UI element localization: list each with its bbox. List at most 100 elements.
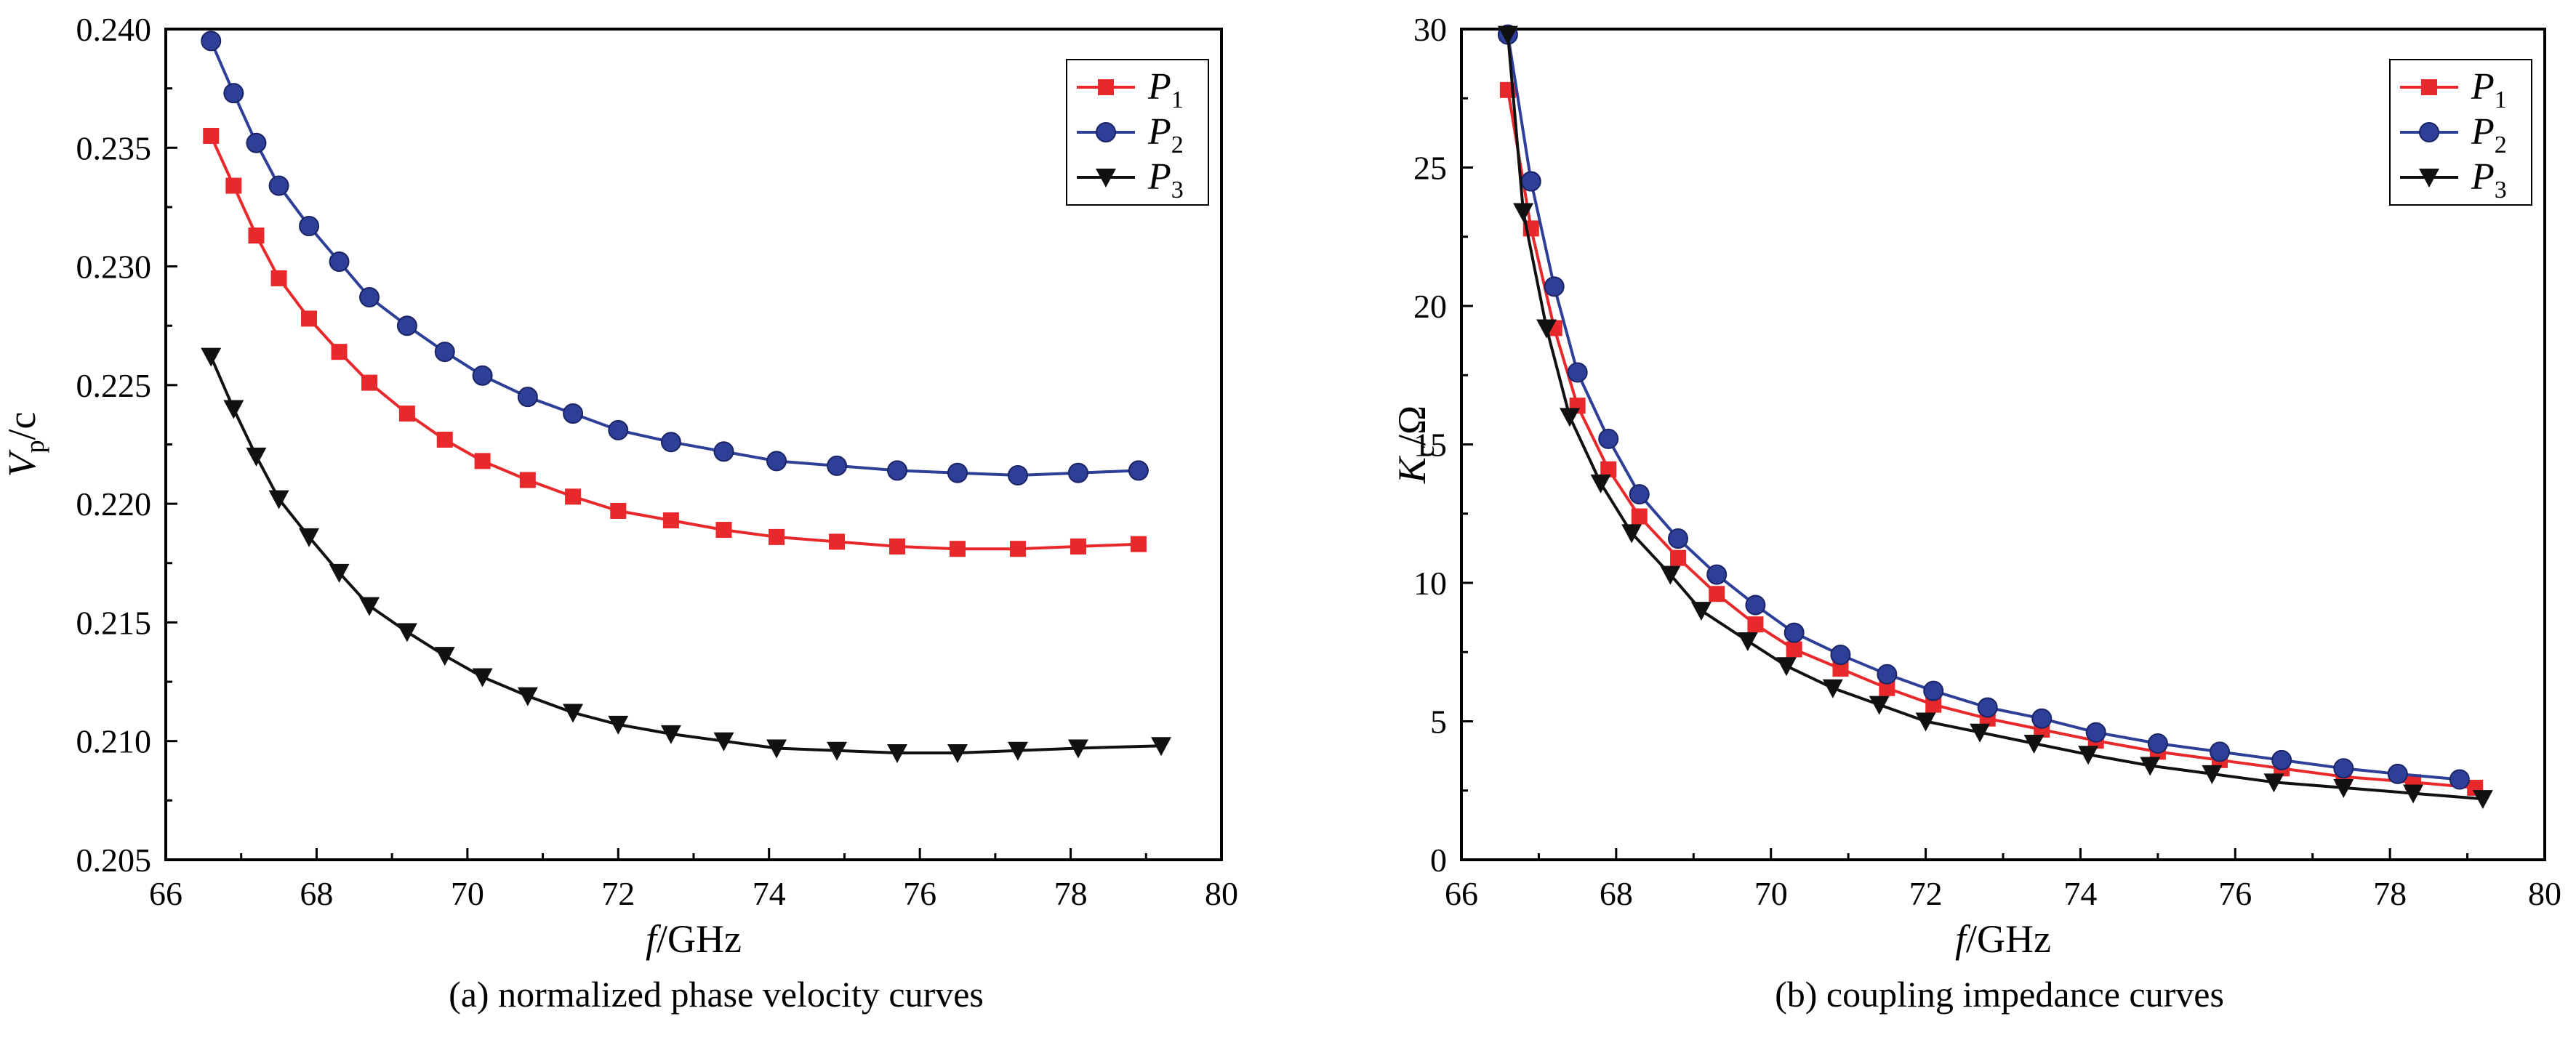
chart-panel-phase-velocity: 66 68 70 72 74 76 78 80 0.205 0.210 0.215 0.220 0.22… — [0, 11, 1238, 1015]
legend-marker-P3 — [2419, 169, 2439, 188]
data-point-P3 — [1776, 657, 1797, 677]
y-tick-label: 0.215 — [76, 604, 152, 641]
x-axis-label-unit: /GHz — [1966, 917, 2051, 961]
x-tick-label: 78 — [1054, 875, 1088, 912]
data-point-P3 — [396, 623, 417, 642]
data-point-P2 — [2387, 763, 2408, 784]
series-line-P3 — [1506, 34, 2484, 801]
legend-label-symbol: P — [1147, 111, 1171, 153]
y-tick-label: 0.205 — [76, 842, 152, 879]
data-point-P1 — [610, 502, 627, 519]
y-axis-label: Kc/Ω — [1390, 406, 1440, 484]
series-P3 — [1497, 25, 2493, 810]
data-point-P3 — [660, 725, 681, 744]
data-point-P1 — [1709, 586, 1725, 602]
data-point-P1 — [829, 533, 846, 550]
data-point-P2 — [1128, 460, 1149, 481]
data-point-P2 — [223, 83, 244, 104]
data-point-P3 — [1497, 25, 1518, 45]
data-point-P2 — [1668, 528, 1688, 549]
legend-label-subscript: 3 — [2495, 177, 2507, 203]
legend-label-symbol: P — [2471, 66, 2495, 108]
legend-label-subscript: 3 — [1171, 177, 1184, 203]
data-point-P2 — [1007, 464, 1028, 485]
series-P2 — [201, 31, 1149, 485]
data-point-P2 — [1544, 276, 1565, 297]
x-axis-label-unit: /GHz — [657, 917, 742, 961]
data-point-P2 — [2085, 722, 2106, 743]
data-point-P3 — [563, 704, 584, 723]
panel-caption: (a) normalized phase velocity curves — [449, 974, 984, 1015]
data-point-P1 — [248, 227, 265, 244]
data-point-P2 — [563, 403, 584, 424]
data-point-P2 — [201, 31, 222, 52]
data-point-P3 — [2140, 757, 2161, 776]
data-point-P3 — [1915, 712, 1936, 732]
data-point-P3 — [329, 563, 350, 583]
legend-label-P3: P3 — [2471, 156, 2507, 203]
x-tick-label: 68 — [300, 875, 333, 912]
legend-label-subscript: 1 — [2495, 86, 2507, 113]
x-tick-label: 78 — [2373, 875, 2407, 912]
data-point-P3 — [2333, 778, 2354, 798]
data-point-P3 — [1822, 679, 1843, 698]
data-point-P2 — [2147, 733, 2168, 754]
data-point-P2 — [2271, 749, 2292, 770]
data-point-P1 — [662, 512, 679, 529]
data-point-P1 — [1925, 696, 1942, 713]
legend-marker-P1 — [1098, 79, 1114, 95]
series-line-P1 — [209, 135, 1139, 551]
data-point-P2 — [246, 132, 267, 153]
y-axis-label-unit: /c — [0, 412, 44, 440]
legend-label-subscript: 2 — [2495, 132, 2507, 158]
data-point-P2 — [1629, 484, 1650, 505]
legend-marker-P3 — [1096, 169, 1116, 188]
x-tick-label: 76 — [903, 875, 936, 912]
data-point-P1 — [1130, 536, 1147, 552]
chart-panel-coupling-impedance: 66 68 70 72 74 76 78 80 0 5 10 15 20 25 30 f/GHz Kc/Ω (b)… — [1390, 11, 2561, 1015]
data-point-P1 — [301, 310, 318, 327]
series-line-P1 — [1506, 89, 2476, 789]
x-tick-label: 80 — [2528, 875, 2561, 912]
x-tick-label: 66 — [149, 875, 182, 912]
y-tick-label: 10 — [1413, 565, 1447, 602]
legend-entry-P1: P1 — [2400, 66, 2507, 113]
data-point-P3 — [434, 647, 455, 666]
data-point-P2 — [766, 451, 787, 472]
legend-label-subscript: 2 — [1171, 132, 1184, 158]
data-point-P1 — [715, 522, 732, 539]
data-point-P2 — [887, 460, 908, 481]
x-axis-label: f/GHz — [1955, 917, 2051, 961]
series-line-P2 — [209, 40, 1139, 477]
data-point-P2 — [1567, 362, 1588, 383]
y-axis-label-unit: /Ω — [1390, 406, 1434, 446]
data-point-P1 — [203, 127, 220, 144]
y-axis-label-symbol: V — [0, 448, 44, 477]
legend-label-P2: P2 — [2471, 111, 2507, 158]
data-point-P2 — [947, 462, 968, 483]
data-point-P1 — [270, 270, 287, 286]
legend-label-symbol: P — [1147, 66, 1171, 108]
data-point-P1 — [1009, 541, 1026, 557]
x-tick-label: 66 — [1445, 875, 1478, 912]
series-P2 — [1497, 24, 2470, 790]
data-point-P3 — [1513, 203, 1534, 222]
data-point-P2 — [396, 315, 417, 336]
legend-entry-P3: P3 — [1077, 156, 1184, 203]
data-point-P3 — [2202, 765, 2223, 784]
data-point-P1 — [474, 453, 491, 469]
data-point-P3 — [1151, 737, 1172, 757]
y-axis-label: Vp/c — [0, 412, 49, 477]
data-point-P2 — [434, 342, 455, 363]
y-tick-label: 0.225 — [76, 367, 152, 404]
data-point-P2 — [1706, 564, 1728, 585]
y-tick-label: 0 — [1430, 842, 1447, 879]
legend-entry-P1: P1 — [1077, 66, 1184, 113]
y-axis-label-symbol: K — [1390, 455, 1434, 484]
data-point-P3 — [608, 715, 629, 735]
legend-label-symbol: P — [2471, 111, 2495, 153]
data-point-P3 — [223, 400, 244, 419]
data-point-P3 — [827, 741, 848, 761]
y-axis-label-subscript: p — [20, 440, 49, 453]
